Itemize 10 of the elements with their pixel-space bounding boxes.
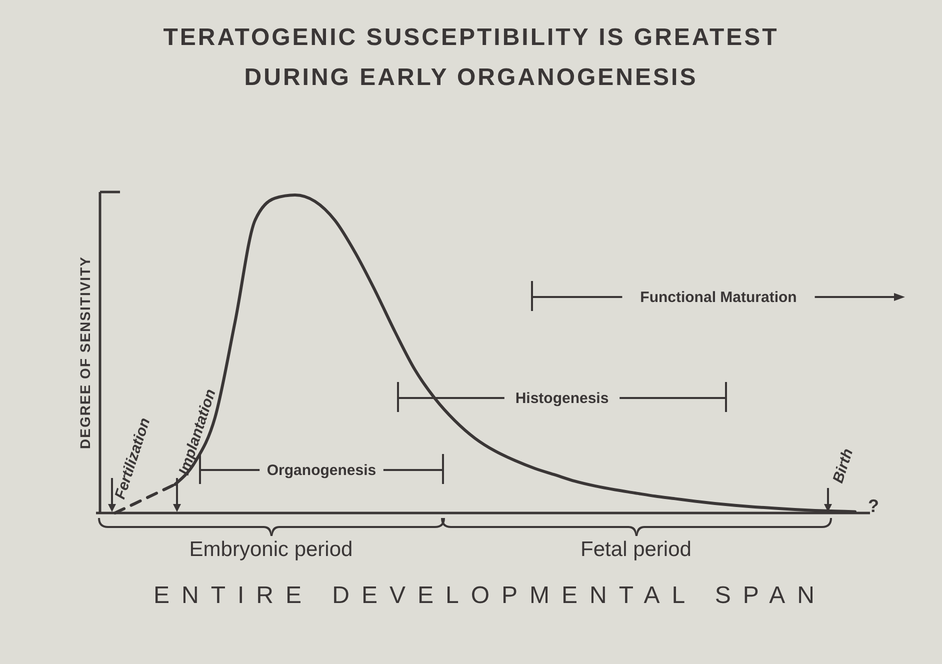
- text: Embryonic period: [189, 538, 353, 561]
- y-axis-title: DEGREE OF SENSITIVITY: [77, 256, 93, 449]
- x-axis-title: ENTIRE DEVELOPMENTAL SPAN: [154, 582, 826, 609]
- text: Fetal period: [580, 538, 692, 561]
- annotation: Birth: [830, 446, 857, 486]
- annotation: Functional Maturation: [640, 289, 797, 306]
- annotation: Organogenesis: [266, 462, 376, 479]
- chart-title: TERATOGENIC SUSCEPTIBILITY IS GREATEST DURING EARLY ORGANOGENESIS: [163, 24, 779, 91]
- annotation: Histogenesis: [515, 390, 609, 407]
- annotation: ?: [868, 496, 879, 516]
